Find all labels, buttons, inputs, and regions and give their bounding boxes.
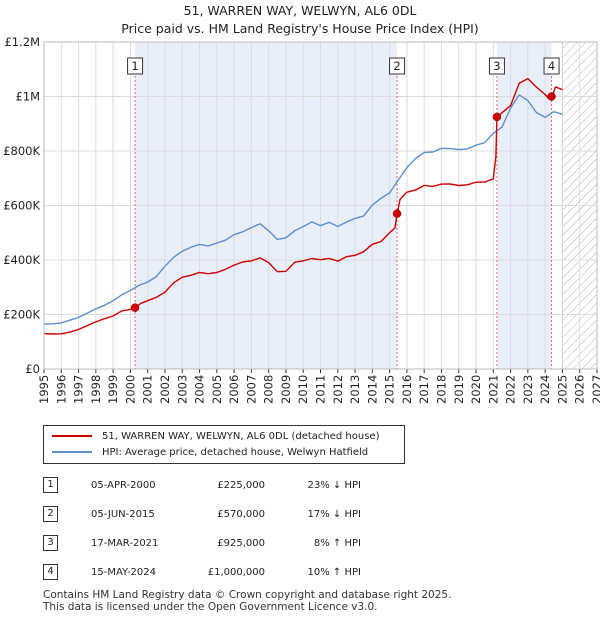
- x-tick-label: 2015: [383, 375, 397, 404]
- x-tick-label: 2020: [469, 375, 483, 404]
- x-tick-label: 2018: [434, 375, 448, 404]
- sale-price: £925,000: [217, 538, 265, 549]
- sale-point: [130, 303, 140, 312]
- x-tick-label: 2012: [331, 375, 345, 404]
- sale-marker-label: 2: [393, 59, 400, 73]
- x-tick-label: 2025: [555, 375, 569, 404]
- chart-title: 51, WARREN WAY, WELWYN, AL6 0DL: [183, 3, 417, 18]
- sale-marker-box: [389, 57, 406, 75]
- sale-marker-box: [543, 57, 560, 75]
- x-tick-label: 2002: [158, 375, 172, 404]
- sale-marker-label: 1: [131, 59, 138, 73]
- y-tick-label: £200K: [3, 308, 40, 322]
- y-tick-label: £0: [25, 362, 40, 376]
- x-tick-label: 2016: [400, 375, 414, 404]
- sale-price: £570,000: [217, 509, 265, 520]
- footer-copyright: Contains HM Land Registry data © Crown c…: [43, 589, 452, 601]
- sale-marker-box: [488, 57, 505, 75]
- sale-date: 05-APR-2000: [91, 480, 156, 491]
- sale-date: 17-MAR-2021: [91, 538, 159, 549]
- sale-hpi-diff: 23% ↓ HPI: [307, 480, 361, 491]
- x-tick-label: 1999: [106, 375, 120, 404]
- sale-point: [492, 112, 502, 122]
- x-tick-label: 2024: [538, 375, 552, 404]
- sale-hpi-diff: 10% ↑ HPI: [307, 567, 361, 578]
- x-tick-label: 2013: [348, 375, 362, 404]
- x-tick-label: 2021: [486, 375, 500, 404]
- legend-item-hpi: HPI: Average price, detached house, Welw…: [52, 445, 368, 459]
- x-tick-label: 2005: [210, 375, 224, 404]
- x-tick-label: 2000: [123, 375, 137, 404]
- footer: Contains HM Land Registry data © Crown c…: [43, 589, 451, 613]
- hpi-line: [43, 94, 563, 325]
- sale-number: 4: [43, 564, 58, 580]
- sale-number: 1: [43, 477, 58, 493]
- table-row: 2 05-JUN-2015 £570,000 17% ↓ HPI: [43, 502, 383, 531]
- sale-number: 2: [43, 506, 58, 522]
- x-tick-label: 2004: [193, 375, 207, 404]
- x-tick-label: 2017: [417, 375, 431, 404]
- sale-price: £225,000: [217, 480, 265, 491]
- legend-item-property: 51, WARREN WAY, WELWYN, AL6 0DL (detache…: [52, 429, 380, 443]
- sale-point: [392, 209, 402, 218]
- sale-hpi-diff: 17% ↓ HPI: [307, 509, 361, 520]
- x-tick-label: 2010: [296, 375, 310, 404]
- x-tick-label: 2008: [262, 375, 276, 404]
- legend-swatch-property: [52, 435, 92, 437]
- x-tick-label: 2023: [521, 375, 535, 404]
- x-tick-label: 1998: [89, 375, 103, 404]
- y-tick-label: £400K: [3, 253, 40, 267]
- x-tick-label: 2003: [175, 375, 189, 404]
- sale-number: 3: [43, 535, 58, 551]
- x-tick-label: 2019: [452, 375, 466, 404]
- x-tick-label: 2026: [573, 375, 587, 404]
- x-tick-label: 2007: [244, 375, 258, 404]
- x-tick-label: 2001: [141, 375, 155, 404]
- table-row: 1 05-APR-2000 £225,000 23% ↓ HPI: [43, 473, 383, 502]
- y-tick-label: £1.2M: [4, 35, 40, 49]
- table-row: 4 15-MAY-2024 £1,000,000 10% ↑ HPI: [43, 560, 383, 589]
- plot-frame: [43, 41, 598, 370]
- x-tick-label: 2009: [279, 375, 293, 404]
- legend: 51, WARREN WAY, WELWYN, AL6 0DL (detache…: [43, 425, 405, 464]
- x-tick-label: 2022: [504, 375, 518, 404]
- table-row: 3 17-MAR-2021 £925,000 8% ↑ HPI: [43, 531, 383, 560]
- price-chart: £0 £200K £400K £600K £800K £1M £1.2M 1995 1996 19…: [3, 35, 600, 404]
- legend-label-hpi: HPI: Average price, detached house, Welw…: [102, 446, 369, 458]
- sales-table: 1 05-APR-2000 £225,000 23% ↓ HPI 2 05-JU…: [43, 473, 383, 589]
- x-tick-label: 1995: [37, 375, 51, 404]
- sale-price: £1,000,000: [207, 567, 265, 578]
- x-tick-label: 2011: [314, 375, 328, 404]
- y-tick-label: £600K: [3, 199, 40, 213]
- footer-licence: This data is licensed under the Open Gov…: [43, 601, 378, 613]
- x-tick-label: 2006: [227, 375, 241, 404]
- sale-hpi-diff: 8% ↑ HPI: [313, 538, 361, 549]
- legend-swatch-hpi: [52, 451, 92, 453]
- x-tick-label: 1996: [54, 375, 68, 404]
- chart-subtitle: Price paid vs. HM Land Registry's House …: [121, 21, 479, 36]
- sale-marker-box: [127, 57, 144, 75]
- x-tick-label: 1997: [72, 375, 86, 404]
- sale-date: 05-JUN-2015: [91, 509, 155, 520]
- y-tick-label: £1M: [15, 90, 40, 104]
- x-tick-label: 2027: [590, 375, 600, 404]
- sale-marker-label: 3: [493, 59, 500, 73]
- sale-date: 15-MAY-2024: [91, 567, 157, 578]
- legend-label-property: 51, WARREN WAY, WELWYN, AL6 0DL (detache…: [102, 430, 380, 442]
- sale-point: [547, 92, 556, 101]
- sale-marker-label: 4: [548, 59, 555, 73]
- y-tick-label: £800K: [3, 144, 40, 158]
- x-tick-label: 2014: [365, 375, 379, 404]
